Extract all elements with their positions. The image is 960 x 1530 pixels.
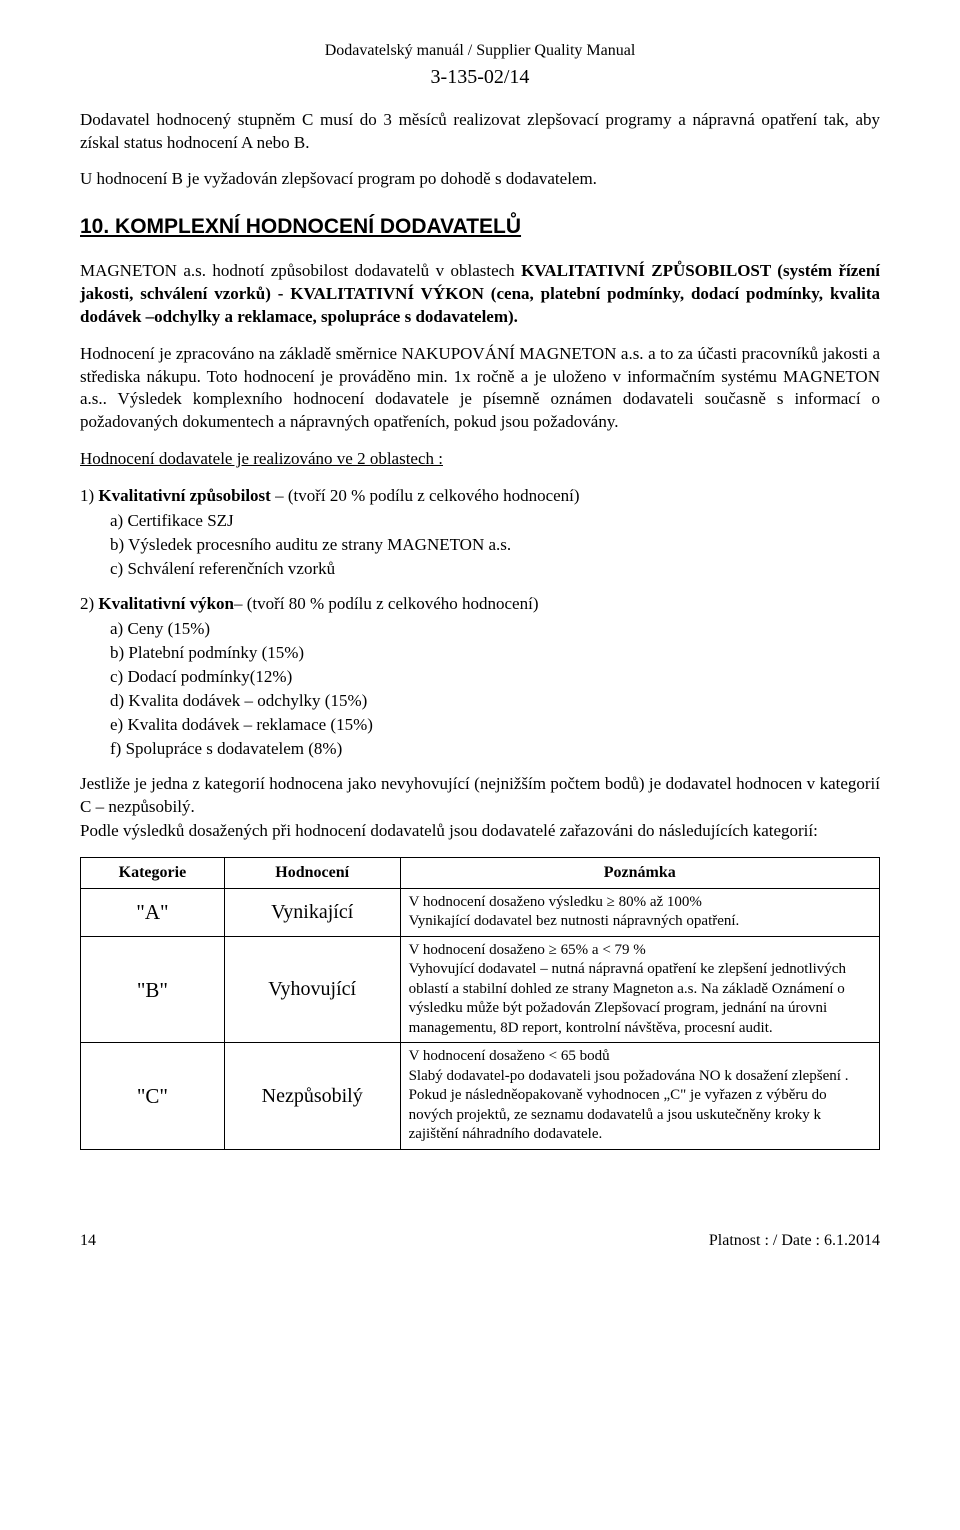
col-hodnoceni: Hodnocení: [224, 858, 400, 889]
oblasti-line: Hodnocení dodavatele je realizováno ve 2…: [80, 448, 880, 471]
list-item: b) Platební podmínky (15%): [110, 642, 880, 665]
list-item: c) Schválení referenčních vzorků: [110, 558, 880, 581]
intro-paragraph-2: U hodnocení B je vyžadován zlepšovací pr…: [80, 168, 880, 191]
cell-evaluation: Nezpůsobilý: [224, 1043, 400, 1150]
list1-bold: Kvalitativní způsobilost: [98, 486, 270, 505]
document-header: Dodavatelský manuál / Supplier Quality M…: [80, 40, 880, 91]
list2-label: 2) Kvalitativní výkon– (tvoří 80 % podíl…: [80, 593, 880, 616]
list-item: a) Certifikace SZJ: [110, 510, 880, 533]
intro-paragraph-1: Dodavatel hodnocený stupněm C musí do 3 …: [80, 109, 880, 155]
list2-bold: Kvalitativní výkon: [98, 594, 234, 613]
list-item: c) Dodací podmínky(12%): [110, 666, 880, 689]
page-number: 14: [80, 1230, 96, 1252]
list2-pre: 2): [80, 594, 98, 613]
list-item: d) Kvalita dodávek – odchylky (15%): [110, 690, 880, 713]
magneton-pre: MAGNETON a.s. hodnotí způsobilost dodava…: [80, 261, 521, 280]
cell-category: "A": [81, 888, 225, 936]
list1-pre: 1): [80, 486, 98, 505]
jestlize-paragraph: Jestliže je jedna z kategorií hodnocena …: [80, 773, 880, 819]
cell-evaluation: Vyhovující: [224, 936, 400, 1043]
footer-date: Platnost : / Date : 6.1.2014: [709, 1230, 880, 1252]
list-item: a) Ceny (15%): [110, 618, 880, 641]
header-title: Dodavatelský manuál / Supplier Quality M…: [80, 40, 880, 62]
table-header-row: Kategorie Hodnocení Poznámka: [81, 858, 880, 889]
category-table: Kategorie Hodnocení Poznámka "A" Vynikaj…: [80, 857, 880, 1150]
oblasti-underline: Hodnocení dodavatele je realizováno ve 2…: [80, 449, 443, 468]
list-item: f) Spolupráce s dodavatelem (8%): [110, 738, 880, 761]
cell-note: V hodnocení dosaženo ≥ 65% a < 79 %Vyhov…: [400, 936, 879, 1043]
table-row: "B" Vyhovující V hodnocení dosaženo ≥ 65…: [81, 936, 880, 1043]
header-code: 3-135-02/14: [80, 64, 880, 91]
table-row: "A" Vynikající V hodnocení dosaženo výsl…: [81, 888, 880, 936]
list1-post: – (tvoří 20 % podílu z celkového hodnoce…: [271, 486, 580, 505]
cell-category: "B": [81, 936, 225, 1043]
list-block-1: 1) Kvalitativní způsobilost – (tvoří 20 …: [80, 485, 880, 581]
table-row: "C" Nezpůsobilý V hodnocení dosaženo < 6…: [81, 1043, 880, 1150]
list1-items: a) Certifikace SZJ b) Výsledek procesníh…: [110, 510, 880, 581]
section-10-title: 10. KOMPLEXNÍ HODNOCENÍ DODAVATELŮ: [80, 213, 880, 241]
list-item: b) Výsledek procesního auditu ze strany …: [110, 534, 880, 557]
cell-category: "C": [81, 1043, 225, 1150]
list-block-2: 2) Kvalitativní výkon– (tvoří 80 % podíl…: [80, 593, 880, 761]
list1-label: 1) Kvalitativní způsobilost – (tvoří 20 …: [80, 485, 880, 508]
cell-note: V hodnocení dosaženo výsledku ≥ 80% až 1…: [400, 888, 879, 936]
list-item: e) Kvalita dodávek – reklamace (15%): [110, 714, 880, 737]
cell-evaluation: Vynikající: [224, 888, 400, 936]
cell-note: V hodnocení dosaženo < 65 bodůSlabý doda…: [400, 1043, 879, 1150]
magneton-paragraph: MAGNETON a.s. hodnotí způsobilost dodava…: [80, 260, 880, 329]
page-footer: 14 Platnost : / Date : 6.1.2014: [80, 1230, 880, 1252]
col-poznamka: Poznámka: [400, 858, 879, 889]
col-kategorie: Kategorie: [81, 858, 225, 889]
list2-items: a) Ceny (15%) b) Platební podmínky (15%)…: [110, 618, 880, 761]
podle-paragraph: Podle výsledků dosažených při hodnocení …: [80, 820, 880, 843]
hodnoceni-paragraph: Hodnocení je zpracováno na základě směrn…: [80, 343, 880, 435]
list2-post: – (tvoří 80 % podílu z celkového hodnoce…: [234, 594, 539, 613]
